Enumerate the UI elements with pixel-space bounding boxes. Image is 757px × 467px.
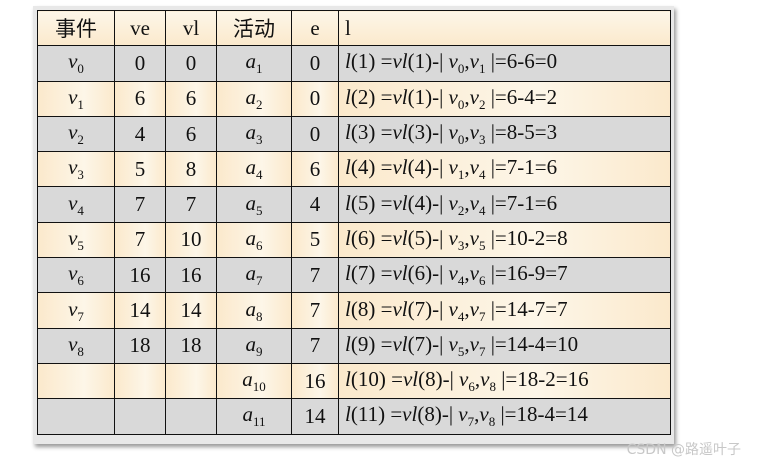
table-row: v0 0 0 a1 0 l(1) =vl(1)-| v0,v1 |=6-6=0 — [37, 45, 671, 82]
watermark: CSDN @路遥叶子 — [626, 442, 741, 458]
l-formula-cell: l(5) =vl(4)-| v2,v4 |=7-1=6 — [338, 186, 671, 223]
activity-cell: a8 — [216, 292, 292, 329]
e-cell: 7 — [291, 292, 339, 329]
table-row: v7 14 14 a8 7 l(8) =vl(7)-| v4,v7 |=14-7=7 — [37, 292, 671, 329]
ve-cell: 0 — [114, 45, 166, 82]
ve-cell: 7 — [114, 186, 166, 223]
vl-cell — [165, 362, 217, 400]
table-row: v8 18 18 a9 7 l(9) =vl(7)-| v5,v7 |=14-4=10 — [37, 327, 671, 364]
e-cell: 0 — [291, 80, 339, 117]
header-cell: l — [338, 9, 671, 47]
header-cell: 事件 — [37, 9, 115, 47]
event-cell — [37, 362, 115, 400]
ve-cell: 4 — [114, 115, 166, 153]
event-cell: v4 — [37, 186, 115, 223]
l-formula-cell: l(1) =vl(1)-| v0,v1 |=6-6=0 — [338, 45, 671, 82]
event-cell: v3 — [37, 151, 115, 188]
ve-cell: 5 — [114, 151, 166, 188]
header-row: 事件 ve vl 活动 e l — [37, 9, 671, 47]
ve-cell: 6 — [114, 80, 166, 117]
l-formula-cell: l(11) =vl(8)-| v7,v8 |=18-4=14 — [338, 398, 671, 435]
vl-cell: 14 — [165, 292, 217, 329]
activity-cell: a4 — [216, 151, 292, 188]
header-cell: vl — [165, 9, 217, 47]
e-cell: 4 — [291, 186, 339, 223]
vl-cell — [165, 398, 217, 435]
activity-cell: a7 — [216, 257, 292, 294]
l-formula-cell: l(2) =vl(1)-| v0,v2 |=6-4=2 — [338, 80, 671, 117]
activity-cell: a10 — [216, 362, 292, 400]
ve-cell: 7 — [114, 221, 166, 259]
event-cell: v6 — [37, 257, 115, 294]
event-cell: v0 — [37, 45, 115, 82]
table-row: v2 4 6 a3 0 l(3) =vl(3)-| v0,v3 |=8-5=3 — [37, 115, 671, 153]
l-formula-cell: l(8) =vl(7)-| v4,v7 |=14-7=7 — [338, 292, 671, 329]
e-cell: 0 — [291, 45, 339, 82]
ve-cell — [114, 362, 166, 400]
event-cell: v8 — [37, 327, 115, 364]
event-cell: v5 — [37, 221, 115, 259]
header-cell: ve — [114, 9, 166, 47]
e-cell: 7 — [291, 257, 339, 294]
vl-cell: 16 — [165, 257, 217, 294]
activity-cell: a2 — [216, 80, 292, 117]
e-cell: 0 — [291, 115, 339, 153]
ve-cell — [114, 398, 166, 435]
ve-cell: 14 — [114, 292, 166, 329]
header-cell: e — [291, 9, 339, 47]
vl-cell: 8 — [165, 151, 217, 188]
activity-cell: a9 — [216, 327, 292, 364]
l-formula-cell: l(3) =vl(3)-| v0,v3 |=8-5=3 — [338, 115, 671, 153]
l-formula-cell: l(4) =vl(4)-| v1,v4 |=7-1=6 — [338, 151, 671, 188]
table-row: v6 16 16 a7 7 l(7) =vl(6)-| v4,v6 |=16-9=7 — [37, 257, 671, 294]
e-cell: 7 — [291, 327, 339, 364]
e-cell: 14 — [291, 398, 339, 435]
l-formula-cell: l(10) =vl(8)-| v6,v8 |=18-2=16 — [338, 362, 671, 400]
vl-cell: 7 — [165, 186, 217, 223]
vl-cell: 10 — [165, 221, 217, 259]
event-cell: v2 — [37, 115, 115, 153]
l-formula-cell: l(9) =vl(7)-| v5,v7 |=14-4=10 — [338, 327, 671, 364]
activity-cell: a11 — [216, 398, 292, 435]
table-row: v3 5 8 a4 6 l(4) =vl(4)-| v1,v4 |=7-1=6 — [37, 151, 671, 188]
event-cell: v1 — [37, 80, 115, 117]
event-cell: v7 — [37, 292, 115, 329]
table-row: v5 7 10 a6 5 l(6) =vl(5)-| v3,v5 |=10-2=8 — [37, 221, 671, 259]
table-row: v4 7 7 a5 4 l(5) =vl(4)-| v2,v4 |=7-1=6 — [37, 186, 671, 223]
vl-cell: 6 — [165, 80, 217, 117]
table-row: a10 16 l(10) =vl(8)-| v6,v8 |=18-2=16 — [37, 362, 671, 400]
l-formula-cell: l(6) =vl(5)-| v3,v5 |=10-2=8 — [338, 221, 671, 259]
header-cell: 活动 — [216, 9, 292, 47]
activity-cell: a1 — [216, 45, 292, 82]
vl-cell: 18 — [165, 327, 217, 364]
activity-cell: a6 — [216, 221, 292, 259]
l-formula-cell: l(7) =vl(6)-| v4,v6 |=16-9=7 — [338, 257, 671, 294]
vl-cell: 6 — [165, 115, 217, 153]
activity-cell: a5 — [216, 186, 292, 223]
e-cell: 6 — [291, 151, 339, 188]
e-cell: 16 — [291, 362, 339, 400]
activity-cell: a3 — [216, 115, 292, 153]
table-row: v1 6 6 a2 0 l(2) =vl(1)-| v0,v2 |=6-4=2 — [37, 80, 671, 117]
ve-cell: 16 — [114, 257, 166, 294]
table-row: a11 14 l(11) =vl(8)-| v7,v8 |=18-4=14 — [37, 398, 671, 435]
event-cell — [37, 398, 115, 435]
vl-cell: 0 — [165, 45, 217, 82]
e-cell: 5 — [291, 221, 339, 259]
critical-path-table: 事件 ve vl 活动 e l v0 0 0 a1 0 l(1) =vl(1)-| v0,… — [37, 9, 671, 435]
ve-cell: 18 — [114, 327, 166, 364]
